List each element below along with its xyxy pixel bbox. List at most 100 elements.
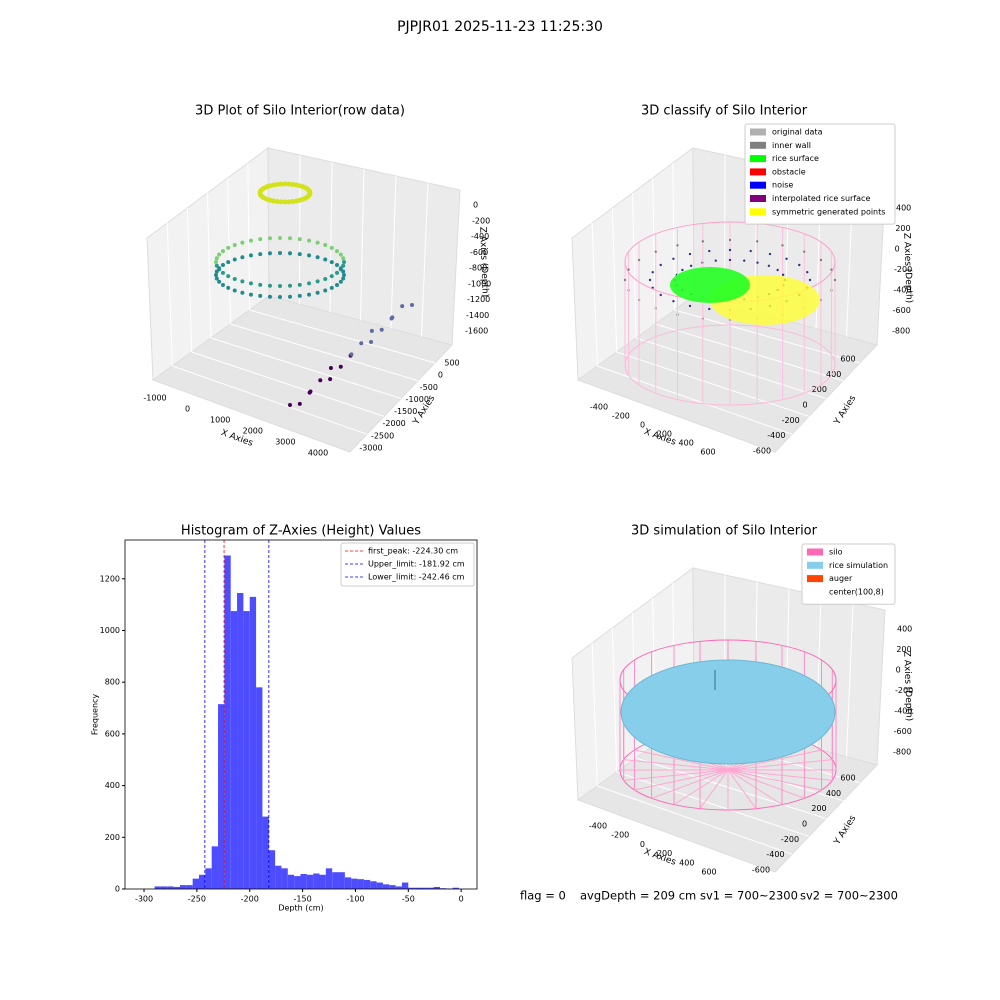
x-tick-label: -50: [402, 895, 415, 904]
x-tick-label: 0: [459, 895, 464, 904]
point-cloud: [743, 259, 746, 262]
pane-grid: [191, 351, 385, 417]
point-cloud: [342, 273, 346, 277]
point-cloud: [232, 243, 237, 248]
z-tick-label: -800: [469, 264, 487, 273]
point-cloud: [651, 271, 654, 274]
point-cloud: [267, 236, 272, 241]
footer-text: flag = 0: [520, 889, 566, 903]
y-tick-label: 0: [115, 885, 120, 894]
bar: [401, 882, 409, 889]
z-tick-label: 200: [896, 645, 911, 654]
pane-grid: [421, 182, 429, 337]
point-cloud: [286, 199, 292, 205]
point-cloud: [803, 250, 806, 253]
point-cloud: [688, 304, 692, 308]
point-cloud: [637, 258, 641, 262]
pane-grid: [207, 192, 212, 339]
point-cloud: [819, 258, 823, 262]
bar: [351, 878, 358, 889]
x-tick-label: 0: [640, 840, 645, 849]
legend-swatch: [750, 181, 766, 189]
legend-label: obstacle: [772, 167, 806, 176]
bar: [370, 881, 377, 889]
point-cloud: [341, 256, 346, 261]
x-tick-label: -200: [611, 831, 629, 840]
bar: [325, 868, 333, 889]
pane-grid: [249, 309, 436, 364]
legend-label: center(100,8): [829, 587, 884, 596]
bar: [186, 885, 193, 889]
legend-swatch: [750, 195, 766, 202]
point-cloud: [369, 340, 374, 345]
y-tick-label: 0: [802, 820, 807, 829]
x-tick-label: -250: [188, 895, 206, 904]
z-tick-label: 400: [897, 625, 912, 634]
z-axis-label: Z Axies (Depth): [901, 651, 913, 722]
point-cloud: [329, 260, 334, 265]
z-tick-label: -800: [893, 748, 911, 757]
point-cloud: [240, 290, 245, 295]
point-cloud: [288, 283, 293, 288]
point-cloud: [749, 249, 752, 253]
bar: [332, 872, 339, 889]
subplot-title: 3D simulation of Silo Interior: [631, 524, 818, 539]
legend-swatch: [807, 561, 823, 569]
pane-grid: [230, 323, 419, 382]
point-cloud: [768, 252, 772, 256]
bar: [275, 865, 282, 889]
y-tick-label: 600: [840, 774, 855, 783]
bar: [179, 885, 187, 889]
bar: [249, 596, 257, 889]
x-tick-label: 200: [657, 849, 672, 858]
point-cloud: [359, 341, 364, 346]
y-tick-label: -600: [753, 447, 771, 456]
silo-wire: [727, 769, 757, 809]
bar: [408, 887, 415, 889]
point-cloud: [278, 181, 284, 187]
point-cloud: [217, 279, 222, 284]
y-tick-label: 600: [840, 355, 855, 364]
point-cloud: [232, 288, 237, 293]
point-cloud: [240, 255, 245, 260]
z-tick-label: -200: [472, 216, 490, 225]
z-tick-label: -200: [895, 686, 913, 695]
x-tick-label: 0: [185, 405, 190, 414]
point-cloud: [335, 263, 340, 268]
x-tick-label: 200: [657, 430, 672, 439]
pane-grid: [390, 175, 397, 329]
bar: [363, 879, 371, 889]
z-axis-label: Z Axies (Depth): [477, 227, 489, 298]
legend-swatch: [750, 141, 766, 149]
point-cloud: [248, 253, 253, 258]
point-cloud: [297, 237, 302, 242]
point-cloud: [278, 199, 284, 205]
point-cloud: [274, 181, 280, 187]
point-cloud: [214, 260, 218, 264]
point-cloud: [220, 263, 225, 268]
pane-grid: [632, 192, 637, 339]
point-cloud: [672, 257, 675, 260]
subplot-title: 3D Plot of Silo Interior(row data): [195, 104, 405, 119]
histogram: Histogram of Z-Axies (Height) Values -300…: [91, 524, 478, 913]
point-cloud: [308, 389, 313, 394]
point-cloud: [307, 189, 313, 195]
x-tick-label: 0: [640, 421, 645, 430]
x-tick-label: -400: [590, 403, 608, 412]
point-cloud: [672, 300, 675, 303]
y-tick-label: -500: [420, 383, 438, 392]
point-cloud: [232, 276, 237, 281]
bar: [198, 874, 206, 889]
point-cloud: [282, 181, 288, 187]
point-cloud: [335, 282, 340, 287]
point-cloud: [767, 264, 771, 268]
point-cloud: [328, 365, 333, 370]
z-tick-label: -400: [893, 286, 911, 295]
pane-grid: [611, 207, 618, 353]
point-cloud: [307, 281, 312, 286]
point-cloud: [659, 293, 662, 297]
x-tick-label: 400: [679, 858, 694, 867]
point-cloud: [708, 307, 711, 311]
x-tick-label: -200: [612, 412, 630, 421]
z-tick-label: 400: [896, 204, 911, 213]
